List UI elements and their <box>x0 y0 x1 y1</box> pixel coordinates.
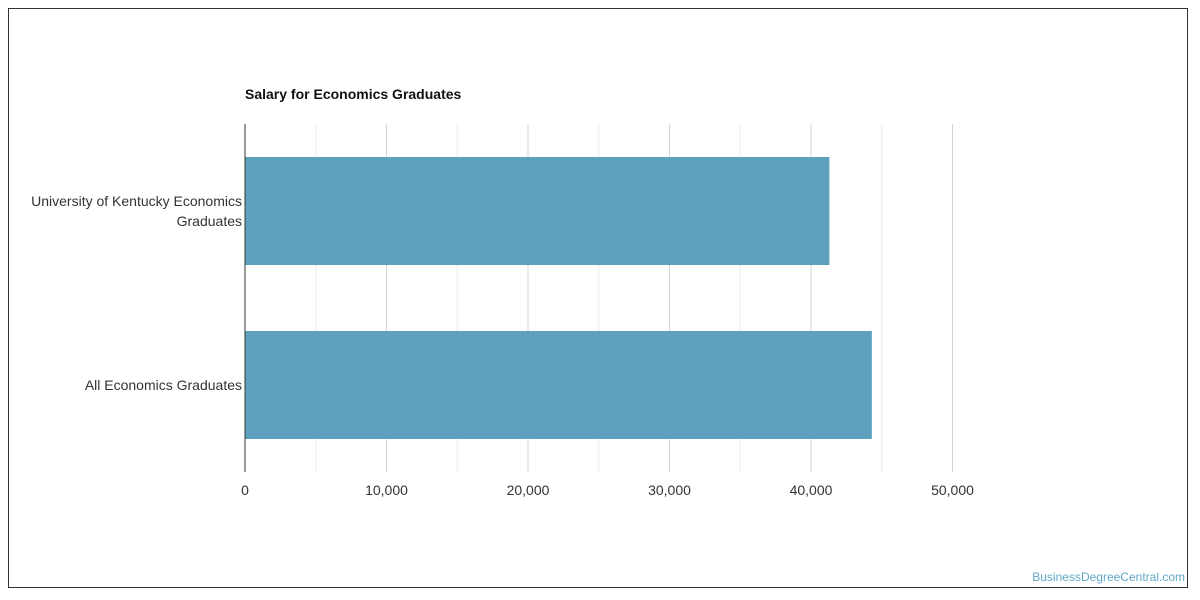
x-tick-label: 0 <box>241 482 249 498</box>
x-tick-label: 10,000 <box>365 482 408 498</box>
x-tick-label: 40,000 <box>790 482 833 498</box>
bar[interactable] <box>245 331 872 439</box>
category-label: University of Kentucky Economics Graduate… <box>31 193 242 229</box>
category-label: All Economics Graduates <box>85 377 242 393</box>
bar[interactable] <box>245 157 830 265</box>
chart-frame <box>8 8 1188 588</box>
chart-title: Salary for Economics Graduates <box>245 86 462 102</box>
x-tick-label: 50,000 <box>931 482 974 498</box>
source-watermark[interactable]: BusinessDegreeCentral.com <box>1032 570 1185 584</box>
bars <box>245 157 872 439</box>
x-tick-label: 20,000 <box>507 482 550 498</box>
x-tick-label: 30,000 <box>648 482 691 498</box>
labels: University of Kentucky Economics Graduate… <box>31 193 974 498</box>
